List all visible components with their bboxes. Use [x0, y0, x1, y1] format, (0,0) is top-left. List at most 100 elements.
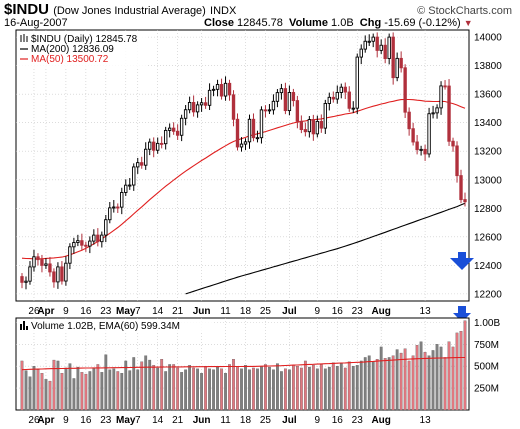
candle-up	[136, 157, 140, 174]
candle-up	[419, 145, 423, 156]
volume-bar	[252, 367, 255, 411]
volume-x-tick-label: Aug	[371, 415, 390, 426]
volume-bar	[383, 358, 387, 411]
volume-bar	[112, 368, 116, 411]
volume-bar	[232, 359, 235, 411]
candle-down	[407, 107, 411, 136]
candle-body	[195, 104, 200, 113]
volume-bar	[351, 366, 355, 411]
candle-body	[68, 246, 72, 264]
volume-bar	[427, 355, 431, 411]
volume-bar	[100, 372, 104, 411]
price-x-tick-label: Aug	[371, 306, 390, 317]
candle-up	[387, 33, 391, 65]
candle-body	[435, 107, 439, 114]
candle-body	[128, 184, 132, 187]
candle-down	[96, 228, 100, 247]
volume-bar	[76, 366, 80, 411]
candle-body	[32, 256, 36, 268]
legend-background	[18, 32, 146, 67]
volume-y-tick-label: 750M	[474, 340, 499, 351]
candle-up	[367, 34, 371, 46]
candle-up	[239, 137, 244, 152]
candle-body	[72, 242, 76, 248]
volume-y-tick-label: 1.00B	[474, 318, 500, 329]
volume-x-tick-label: 9	[63, 415, 69, 426]
candle-down	[311, 114, 316, 141]
candle-down	[451, 137, 455, 152]
candle-down	[411, 122, 415, 146]
candle-body	[159, 142, 164, 145]
candle-up	[148, 138, 152, 156]
volume-bar	[180, 372, 184, 411]
volume-bar	[268, 366, 271, 411]
candle-down	[399, 51, 403, 73]
candle-body	[343, 86, 347, 93]
volume-bar	[128, 370, 132, 411]
candle-body	[395, 57, 399, 79]
volume-bar	[288, 369, 291, 411]
candle-body	[291, 92, 296, 102]
candle-body	[339, 86, 343, 93]
volume-bar	[307, 366, 311, 411]
candle-body	[96, 234, 100, 243]
candle-body	[251, 118, 256, 139]
volume-bar	[212, 369, 215, 411]
volume-bar	[152, 365, 156, 411]
volume-bar	[132, 357, 136, 411]
price-x-tick-label: 26	[28, 306, 40, 317]
candle-up	[215, 79, 220, 97]
volume-bar	[331, 362, 335, 411]
candle-body	[443, 85, 447, 88]
candle-down	[152, 137, 156, 158]
candle-down	[403, 64, 407, 119]
candle-body	[371, 36, 375, 42]
volume-bar	[451, 346, 455, 411]
volume-bar	[188, 365, 192, 411]
candle-down	[375, 32, 379, 58]
volume-x-tick-label: 26	[28, 415, 40, 426]
candle-body	[124, 184, 128, 193]
candle-up	[128, 178, 132, 190]
candle-body	[459, 175, 463, 201]
volume-bar	[172, 364, 176, 411]
volume-bar	[407, 360, 411, 411]
volume-bar	[140, 361, 144, 411]
volume-bar	[32, 366, 36, 411]
volume-x-tick-label: 21	[172, 415, 184, 426]
candle-up	[199, 98, 204, 112]
candle-down	[171, 122, 176, 135]
candle-up	[247, 114, 252, 149]
volume-legend-icon	[20, 321, 28, 330]
price-y-tick-label: 14000	[474, 33, 502, 44]
volume-bar	[124, 360, 128, 411]
price-y-tick-label: 13000	[474, 175, 502, 186]
candle-body	[144, 148, 148, 166]
candle-up	[351, 101, 355, 114]
candle-down	[52, 268, 56, 288]
price-x-tick-label: 21	[172, 306, 184, 317]
candle-body	[40, 259, 44, 266]
candle-down	[455, 141, 459, 183]
candle-body	[52, 271, 56, 283]
candle-body	[163, 129, 168, 145]
candle-body	[363, 40, 367, 50]
price-x-tick-label: 13	[420, 306, 432, 317]
volume-bar	[120, 373, 124, 411]
candle-down	[447, 79, 451, 146]
candle-up	[271, 94, 276, 115]
candle-body	[104, 219, 108, 236]
candle-down	[343, 82, 347, 100]
volume-bar	[272, 369, 275, 411]
candle-up	[211, 85, 216, 97]
candle-body	[267, 109, 272, 112]
candle-body	[351, 107, 355, 110]
candle-up	[187, 96, 192, 114]
volume-bar	[228, 364, 231, 411]
candle-up	[287, 85, 292, 116]
candle-up	[339, 83, 343, 99]
volume-bar	[68, 363, 72, 411]
volume-bar	[224, 373, 227, 411]
candle-up	[163, 126, 168, 150]
